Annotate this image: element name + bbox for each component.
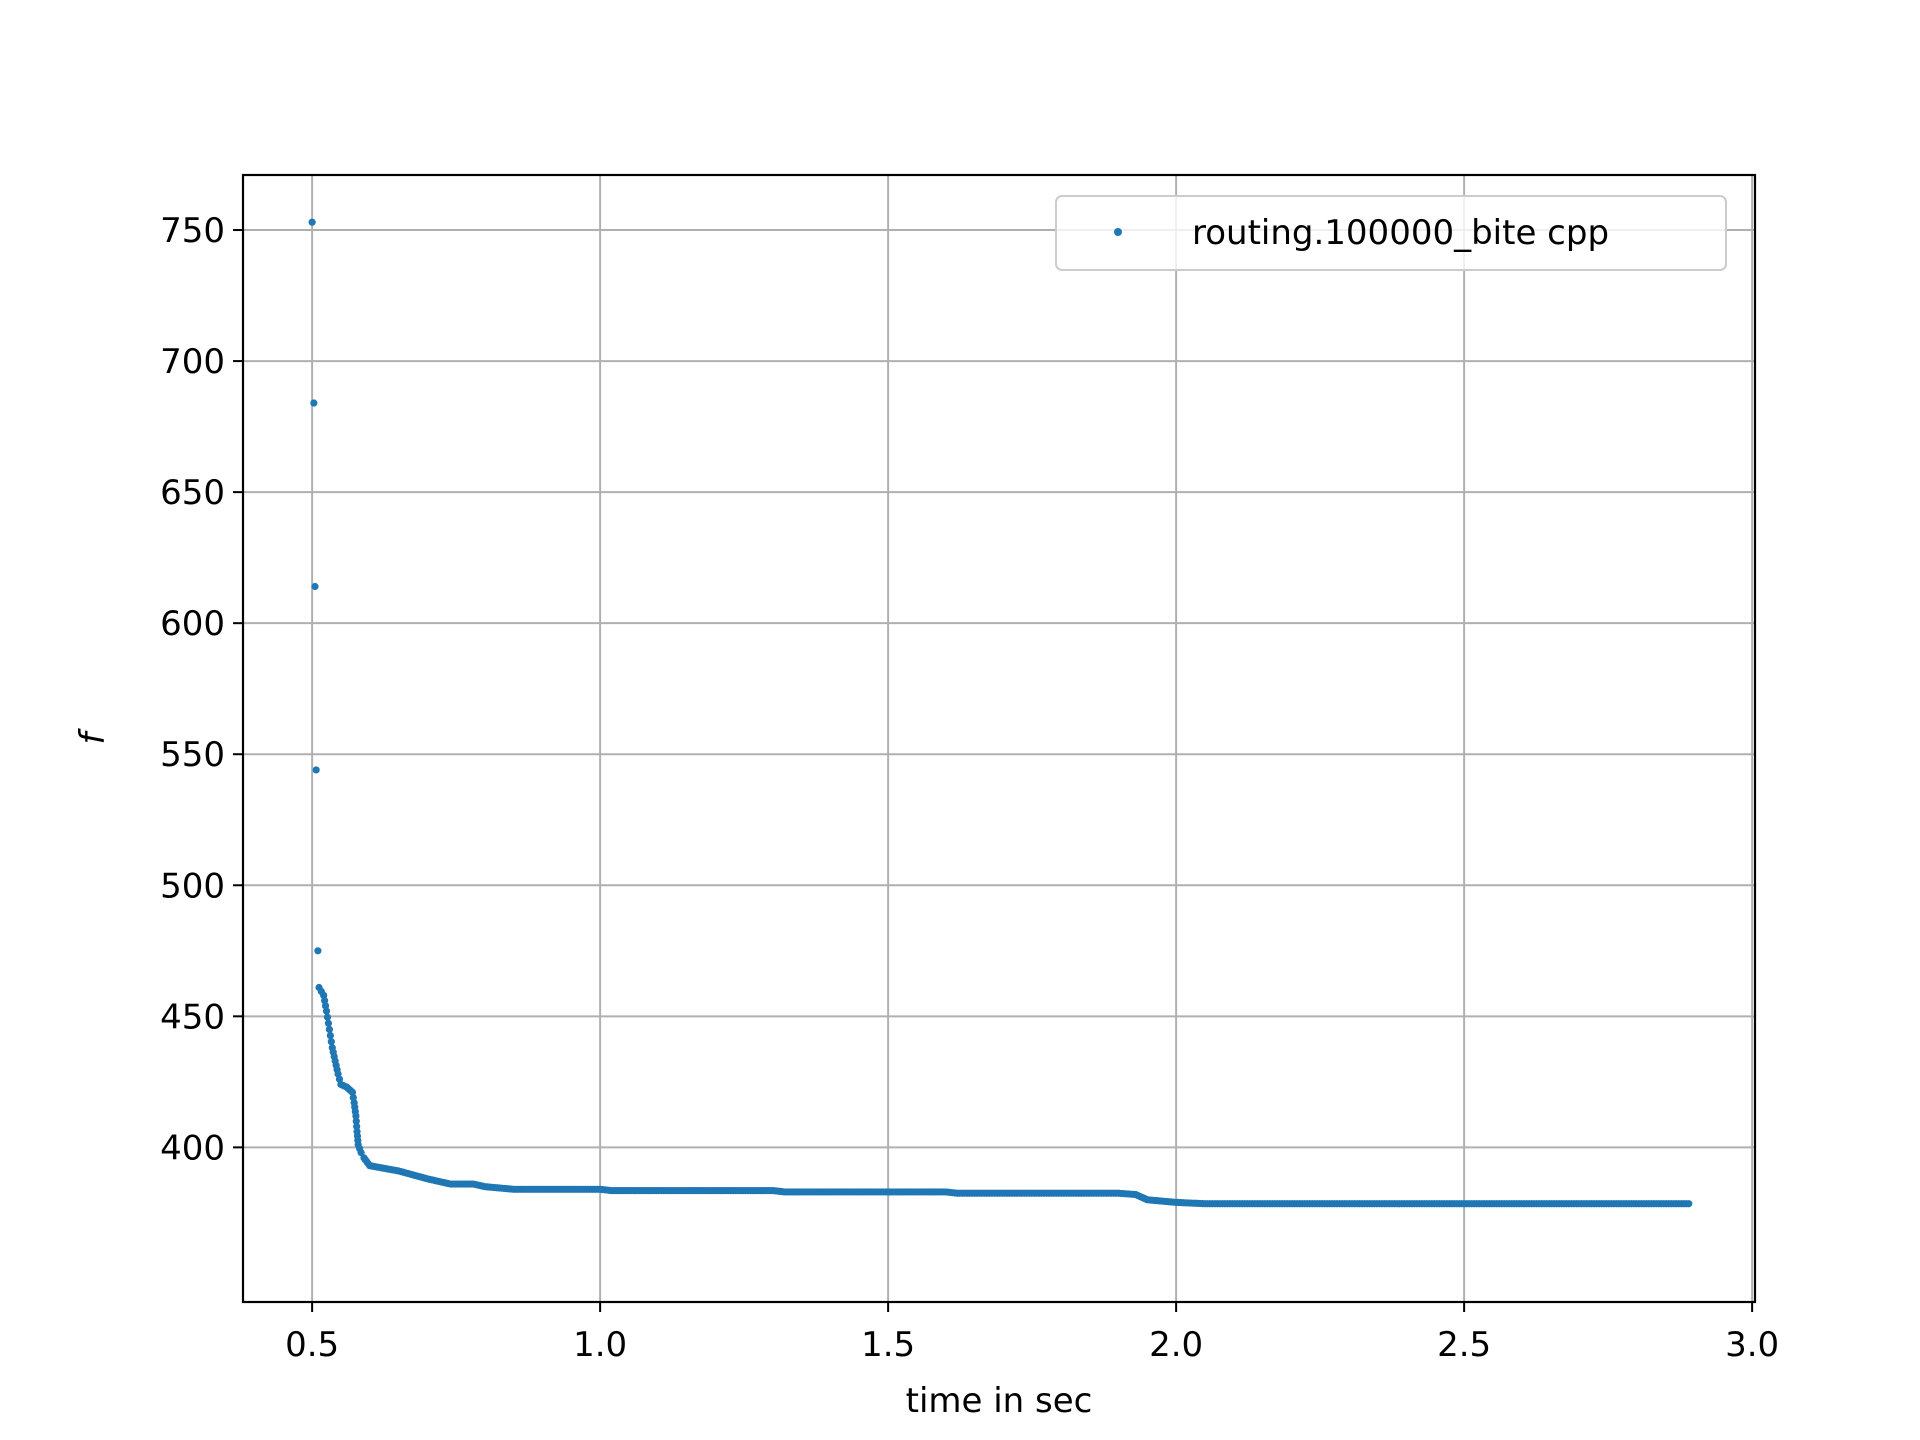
- y-ticks: 400 450 500 550 600 650 700 750: [160, 211, 243, 1168]
- data-point: [324, 1019, 333, 1027]
- x-tick-label: 1.5: [861, 1325, 915, 1365]
- y-tick-label: 750: [160, 211, 225, 251]
- data-point: [327, 1038, 335, 1046]
- data-point: [1685, 1200, 1693, 1208]
- data-point: [311, 582, 319, 591]
- x-ticks: 0.5 1.0 1.5 2.0 2.5 3.0: [285, 1302, 1779, 1365]
- x-axis-label: time in sec: [906, 1381, 1093, 1421]
- data-point: [314, 947, 322, 955]
- data-point: [312, 766, 320, 774]
- data-point: [326, 1031, 334, 1040]
- legend-box: [1055, 195, 1727, 271]
- data-point: [353, 1122, 361, 1130]
- data-points: [308, 218, 1693, 1208]
- y-tick-label: 500: [160, 866, 225, 906]
- data-point: [310, 399, 318, 407]
- legend-marker: [1114, 228, 1122, 236]
- y-tick-label: 700: [160, 342, 225, 382]
- grid: [243, 175, 1755, 1302]
- x-tick-label: 2.0: [1149, 1325, 1203, 1365]
- data-point: [352, 1112, 360, 1120]
- data-point: [308, 218, 316, 226]
- x-tick-label: 2.5: [1437, 1325, 1491, 1365]
- x-tick-label: 1.0: [573, 1325, 627, 1365]
- y-tick-label: 650: [160, 473, 225, 513]
- data-point: [325, 1025, 333, 1034]
- y-tick-label: 600: [160, 604, 225, 644]
- data-point: [352, 1117, 360, 1125]
- legend-label: routing.100000_bite cpp: [1192, 213, 1609, 253]
- y-tick-label: 400: [160, 1128, 225, 1168]
- legend: routing.100000_bite cpp: [1055, 195, 1727, 271]
- data-point: [322, 1007, 331, 1015]
- data-point: [323, 1013, 332, 1021]
- y-tick-label: 550: [160, 735, 225, 775]
- y-tick-label: 450: [160, 997, 225, 1037]
- x-tick-label: 3.0: [1725, 1325, 1779, 1365]
- data-point: [357, 1149, 365, 1157]
- plot-frame: [241, 173, 1757, 1304]
- x-tick-label: 0.5: [285, 1325, 339, 1365]
